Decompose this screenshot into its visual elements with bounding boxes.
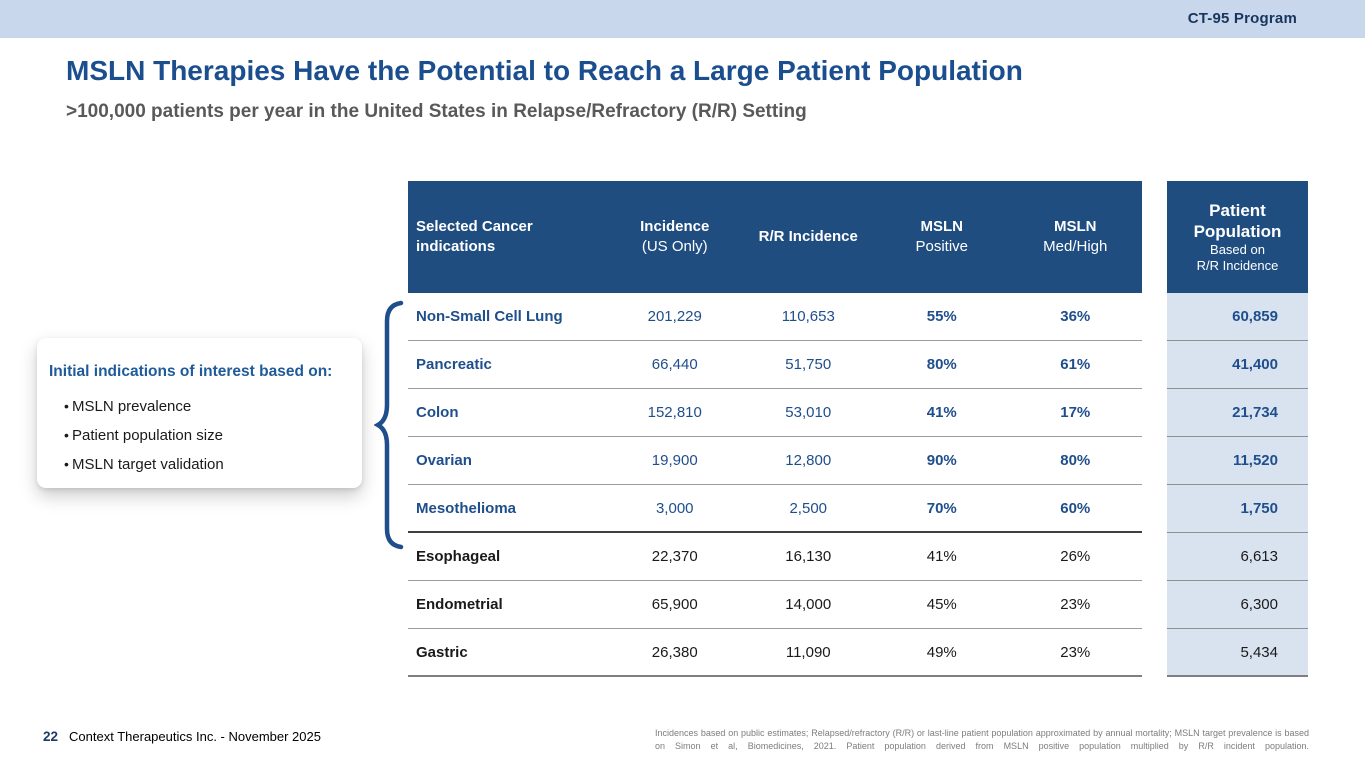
page-number: 22 [43,729,59,744]
cell-indication: Ovarian [416,452,472,469]
callout-bullet-list: • MSLN prevalence • Patient population s… [49,392,350,479]
bullet-icon: • [64,456,69,472]
cell-msln-positive: 45% [926,596,957,613]
callout-box: Initial indications of interest based on… [37,338,362,488]
cell-indication: Esophageal [416,548,501,565]
bullet-text: MSLN target validation [72,456,224,473]
cell-patient-population: 41,400 [1167,341,1308,389]
patient-population-header: Patient Population Based on R/R Incidenc… [1167,181,1308,293]
cell-msln-positive: 41% [926,548,957,565]
column-header-line: MSLN [920,218,964,235]
cell-rr-incidence: 16,130 [785,548,832,565]
cell-rr-incidence: 2,500 [789,499,828,517]
table-row: Ovarian 19,900 12,800 90% 80% [408,437,1142,485]
cell-patient-population: 11,520 [1167,437,1308,485]
list-item: • MSLN target validation [49,450,350,479]
column-header-incidence: Incidence (US Only) [608,181,742,293]
page-title: MSLN Therapies Have the Potential to Rea… [66,55,1023,86]
curly-brace-icon [374,300,404,550]
cell-incidence: 19,900 [651,452,698,469]
table-row: Pancreatic 66,440 51,750 80% 61% [408,341,1142,389]
column-header-msln-medhigh: MSLN Med/High [1009,181,1143,293]
cell-incidence: 201,229 [647,308,702,325]
table-row: Endometrial 65,900 14,000 45% 23% [408,581,1142,629]
cell-patient-population: 6,613 [1167,533,1308,581]
column-header-line: Incidence [640,218,710,235]
table-row: Mesothelioma 3,000 2,500 70% 60% [408,485,1142,533]
cell-incidence: 26,380 [651,643,698,661]
cell-patient-population: 1,750 [1167,485,1308,533]
cell-msln-positive: 55% [926,308,957,325]
table-header-row: Selected Cancer indications Incidence (U… [408,181,1142,293]
cell-indication: Pancreatic [416,356,492,373]
cell-msln-medhigh: 61% [1060,356,1091,373]
cell-incidence: 65,900 [651,596,698,613]
footer-company-text: Context Therapeutics Inc. - November 202… [69,729,321,744]
cell-msln-medhigh: 60% [1060,499,1091,517]
program-label: CT-95 Program [1187,10,1297,27]
column-header-line: Selected Cancer [416,218,533,235]
cell-indication: Gastric [416,643,468,661]
cell-rr-incidence: 51,750 [785,356,832,373]
column-header-line: indications [416,238,496,255]
cell-rr-incidence: 53,010 [785,404,832,421]
cell-msln-medhigh: 26% [1060,548,1091,565]
cell-msln-positive: 80% [926,356,957,373]
column-header-line: Med/High [1043,238,1108,255]
cell-msln-medhigh: 36% [1060,308,1091,325]
bullet-text: MSLN prevalence [72,398,192,415]
page-subtitle: >100,000 patients per year in the United… [66,101,807,122]
cell-rr-incidence: 14,000 [785,596,832,613]
cell-msln-medhigh: 17% [1060,404,1091,421]
cell-msln-medhigh: 23% [1060,643,1091,661]
column-header-line: Positive [915,238,969,255]
cell-indication: Non-Small Cell Lung [416,308,563,325]
cell-rr-incidence: 12,800 [785,452,832,469]
cell-indication: Endometrial [416,596,503,613]
cell-msln-medhigh: 23% [1060,596,1091,613]
column-header-msln-positive: MSLN Positive [875,181,1009,293]
column-header-line: Population [1193,222,1282,241]
column-header-line: R/R Incidence [1196,258,1279,273]
cell-msln-positive: 49% [926,643,957,661]
cell-incidence: 3,000 [655,499,694,517]
table-row: Gastric 26,380 11,090 49% 23% [408,629,1142,677]
column-header-line: R/R Incidence [758,228,858,245]
list-item: • Patient population size [49,421,350,450]
cell-msln-medhigh: 80% [1060,452,1091,469]
table-row: Esophageal 22,370 16,130 41% 26% [408,533,1142,581]
column-header-rr-incidence: R/R Incidence [742,181,876,293]
callout-title: Initial indications of interest based on… [49,363,333,380]
table-row: Colon 152,810 53,010 41% 17% [408,389,1142,437]
footer-left: 22 Context Therapeutics Inc. - November … [43,729,321,744]
cell-rr-incidence: 110,653 [781,308,835,325]
cell-indication: Mesothelioma [416,499,517,517]
footer-disclaimer: Incidences based on public estimates; Re… [655,728,1309,751]
top-banner: CT-95 Program [0,0,1365,38]
cell-patient-population: 5,434 [1167,629,1308,677]
cell-rr-incidence: 11,090 [785,643,831,661]
cell-patient-population: 6,300 [1167,581,1308,629]
bullet-text: Patient population size [72,427,223,444]
bullet-icon: • [64,427,69,443]
cell-patient-population: 60,859 [1167,293,1308,341]
cell-indication: Colon [416,404,459,421]
cell-patient-population: 21,734 [1167,389,1308,437]
bullet-icon: • [64,398,69,414]
list-item: • MSLN prevalence [49,392,350,421]
cell-msln-positive: 41% [926,404,957,421]
table-row: Non-Small Cell Lung 201,229 110,653 55% … [408,293,1142,341]
column-header-line: Patient [1209,201,1266,220]
cell-msln-positive: 70% [926,499,957,517]
patient-population-column: Patient Population Based on R/R Incidenc… [1167,181,1308,677]
cell-incidence: 152,810 [647,404,702,421]
column-header-line: Based on [1210,242,1265,257]
column-header-line: (US Only) [641,238,708,255]
cell-msln-positive: 90% [926,452,957,469]
cell-incidence: 22,370 [651,548,698,565]
indications-table: Selected Cancer indications Incidence (U… [408,181,1142,677]
column-header-indications: Selected Cancer indications [408,181,608,293]
column-header-line: MSLN [1054,218,1097,235]
cell-incidence: 66,440 [651,356,698,373]
